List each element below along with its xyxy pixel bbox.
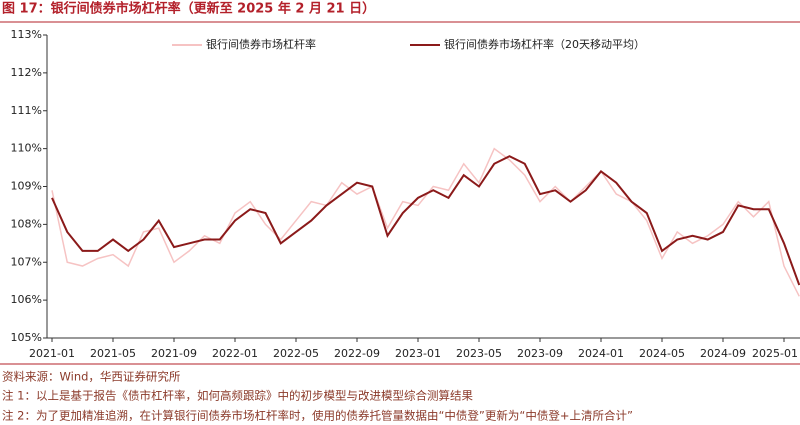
y-tick-label: 113% <box>11 28 42 41</box>
x-tick-label: 2024-05 <box>639 347 685 360</box>
legend-label: 银行间债券市场杠杆率 <box>206 37 316 51</box>
x-tick-label: 2022-01 <box>212 347 258 360</box>
y-tick-label: 109% <box>11 180 42 193</box>
y-tick-label: 107% <box>11 255 42 268</box>
x-tick-label: 2022-09 <box>334 347 380 360</box>
y-tick-label: 108% <box>11 217 42 230</box>
x-tick-label: 2021-05 <box>90 347 136 360</box>
y-tick-label: 112% <box>11 66 42 79</box>
y-tick-label: 110% <box>11 142 42 155</box>
x-tick-label: 2024-09 <box>700 347 746 360</box>
x-tick-label: 2025-01 <box>752 347 798 360</box>
x-tick-label: 2023-01 <box>395 347 441 360</box>
x-tick-label: 2023-09 <box>517 347 563 360</box>
y-tick-label: 111% <box>11 104 42 117</box>
legend-label: 银行间债券市场杠杆率（20天移动平均） <box>444 37 645 51</box>
note: 注 1：以上是基于报告《债市杠杆率，如何高频跟踪》中的初步模型与改进模型综合测算… <box>2 389 473 403</box>
source-note: 资料来源：Wind，华西证券研究所 <box>2 370 181 384</box>
x-tick-label: 2021-09 <box>151 347 197 360</box>
x-tick-label: 2023-05 <box>456 347 502 360</box>
y-tick-label: 106% <box>11 293 42 306</box>
series-line <box>51 147 800 297</box>
series-line <box>51 155 800 286</box>
chart-title: 图 17：银行间债券市场杠杆率（更新至 2025 年 2 月 21 日） <box>2 1 375 17</box>
x-tick-label: 2021-01 <box>29 347 75 360</box>
note: 注 2：为了更加精准追溯，在计算银行间债券市场杠杆率时，使用的债券托管量数据由“… <box>2 409 633 423</box>
x-tick-label: 2024-01 <box>578 347 624 360</box>
y-tick-label: 105% <box>11 331 42 344</box>
x-tick-label: 2022-05 <box>273 347 319 360</box>
